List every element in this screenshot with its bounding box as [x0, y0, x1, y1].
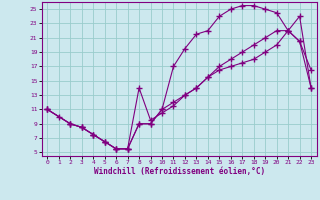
X-axis label: Windchill (Refroidissement éolien,°C): Windchill (Refroidissement éolien,°C) — [94, 167, 265, 176]
